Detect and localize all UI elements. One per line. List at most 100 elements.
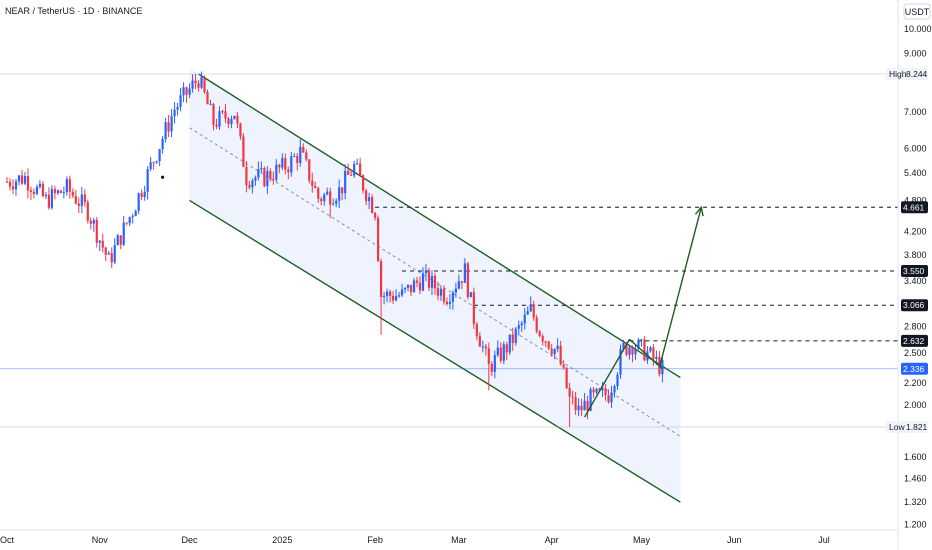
- candle-body: [161, 139, 164, 150]
- candle-body: [284, 158, 287, 170]
- candle-body: [38, 183, 42, 187]
- candle-body: [302, 146, 305, 153]
- level-price-tag: 2.632: [901, 334, 928, 347]
- candle-body: [107, 253, 110, 255]
- candle-body: [194, 80, 197, 84]
- candle-body: [604, 388, 607, 396]
- candle-body: [403, 287, 407, 290]
- candle-body: [230, 119, 233, 125]
- candle-body: [92, 219, 95, 224]
- price-axis-labels[interactable]: 10.000 9.000 7.000 6.000 5.400 4.800 4.200 3.80…: [904, 24, 932, 530]
- trend-stroke[interactable]: [629, 338, 663, 370]
- candle-body: [338, 187, 341, 201]
- candle-body: [544, 341, 547, 343]
- candle-body: [538, 331, 541, 337]
- candle-body: [68, 179, 71, 192]
- candle-body: [311, 180, 314, 186]
- candle-body: [278, 164, 281, 168]
- candle-body: [146, 169, 149, 192]
- candle-body: [53, 189, 56, 194]
- target-arrow-shaft[interactable]: [658, 207, 702, 368]
- time-tick-label: 2025: [272, 535, 292, 545]
- candle-body: [637, 339, 640, 349]
- trend-stroke[interactable]: [583, 338, 631, 418]
- high-price-tag: High 8.244: [886, 68, 928, 80]
- candle-body: [74, 195, 77, 204]
- candle-body: [565, 367, 568, 389]
- price-tick-label: 1.600: [904, 452, 927, 462]
- candle-body: [254, 177, 257, 181]
- candle-body: [382, 296, 386, 298]
- candle-body: [266, 170, 269, 187]
- candle-body: [272, 178, 275, 180]
- candle-body: [394, 296, 398, 301]
- drawings-layer: [583, 205, 704, 418]
- candle-body: [95, 219, 98, 243]
- candle-body: [365, 190, 368, 202]
- candle-body: [601, 388, 604, 391]
- candle-body: [508, 334, 511, 353]
- candle-body: [622, 342, 625, 350]
- price-tick-label: 1.460: [904, 474, 927, 484]
- candle-body: [119, 235, 122, 245]
- candle-body: [442, 288, 446, 302]
- candle-body: [212, 104, 215, 125]
- candle-body: [251, 180, 254, 188]
- candle-body: [613, 386, 616, 393]
- candle-body: [631, 347, 634, 355]
- time-tick-label: Feb: [367, 535, 383, 545]
- candle-body: [209, 104, 212, 106]
- candle-body: [634, 348, 637, 355]
- candle-body: [176, 106, 179, 110]
- time-tick-label: May: [633, 535, 651, 545]
- low-price-tag-label: Low: [889, 422, 905, 432]
- candle-body: [227, 118, 230, 125]
- candle-body: [83, 194, 86, 203]
- candle-body: [598, 388, 601, 391]
- currency-button[interactable]: USDT: [903, 3, 931, 20]
- candle-body: [32, 192, 36, 194]
- candle-body: [496, 347, 499, 356]
- last-price-tag-text: 2.336: [903, 364, 925, 374]
- candle-body: [463, 263, 466, 283]
- candle-body: [269, 170, 272, 179]
- low-price-tag: Low 1.821: [886, 421, 928, 433]
- candle-body: [391, 295, 395, 301]
- candle-body: [287, 169, 290, 173]
- price-tick-label: 2.200: [904, 378, 927, 388]
- candle-body: [571, 396, 574, 398]
- time-tick-label: Oct: [0, 535, 14, 545]
- price-tick-label: 6.000: [904, 143, 927, 153]
- time-tick-label: Apr: [545, 535, 559, 545]
- candle-body: [233, 115, 236, 120]
- low-price-tag-value: 1.821: [906, 422, 928, 432]
- chart-title: NEAR / TetherUS · 1D · BINANCE: [5, 6, 142, 16]
- candle-body: [412, 280, 416, 293]
- candle-body: [487, 348, 490, 364]
- time-axis-labels[interactable]: Oct Nov Dec 2025 Feb Mar Apr May Jun Jul: [0, 535, 830, 545]
- candle-body: [35, 186, 39, 194]
- candle-body: [466, 263, 469, 298]
- high-price-tag-value: 8.244: [906, 69, 928, 79]
- candle-body: [649, 347, 652, 352]
- candle-body: [643, 339, 646, 361]
- candle-body: [167, 122, 170, 132]
- level-price-tag-bg: [901, 299, 928, 312]
- channel-upper-line[interactable]: [198, 73, 681, 379]
- candle-body: [98, 240, 101, 243]
- candle-body: [547, 341, 550, 349]
- candle-body: [433, 275, 437, 289]
- candle-body: [517, 325, 520, 329]
- candle-body: [541, 336, 544, 342]
- price-tick-label: 9.000: [904, 48, 927, 58]
- price-tick-label: 7.000: [904, 107, 927, 117]
- candle-body: [350, 174, 353, 176]
- candle-body: [296, 155, 299, 163]
- channel-lower-line[interactable]: [189, 199, 681, 503]
- candle-body: [245, 166, 248, 186]
- candle-body: [371, 197, 374, 213]
- candle-body: [625, 342, 628, 355]
- candle-body: [44, 194, 48, 197]
